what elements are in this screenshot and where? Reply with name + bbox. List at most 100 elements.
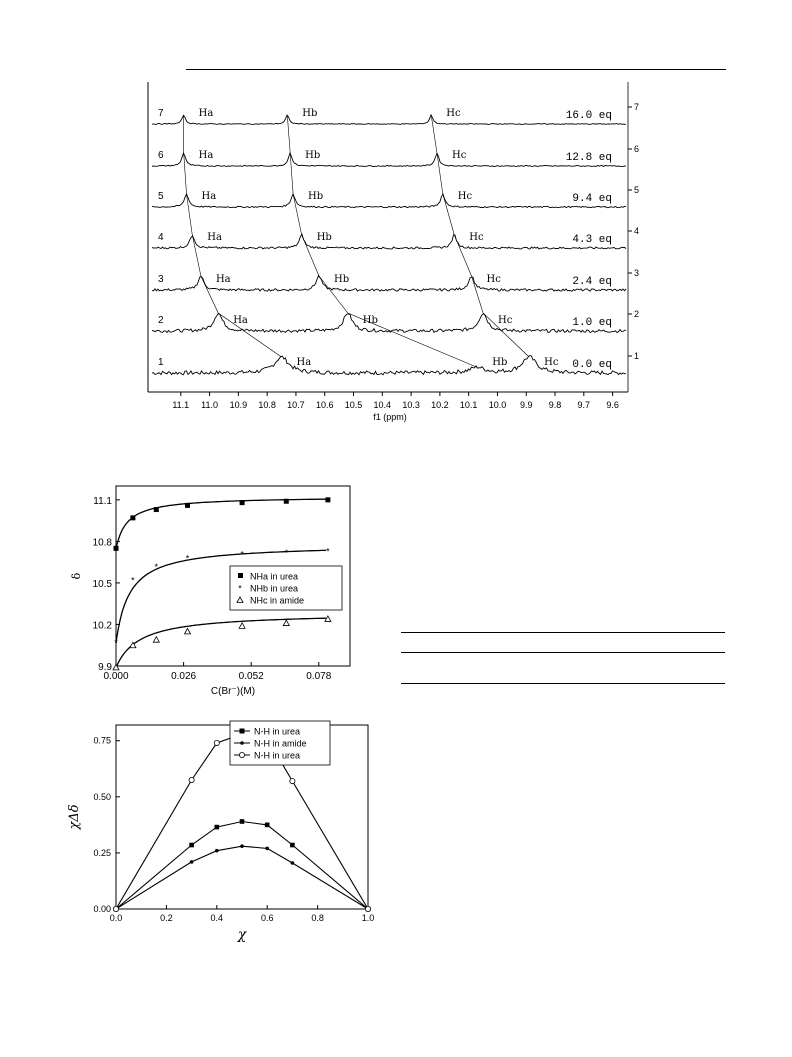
data-point-square [325,497,331,503]
spectrum-trace [151,151,627,168]
data-point-triangle [112,663,120,671]
data-point-filled-square [214,824,220,830]
spectrum-index-label: 1 [158,357,164,368]
right-tick-label: 4 [634,226,639,236]
right-tick-label: 3 [634,268,639,278]
y-tick-label: 10.8 [93,537,113,548]
spectrum-equivalents-label: 0.0 eq [572,359,612,371]
spectrum-index-label: 2 [158,315,164,326]
data-point-star: * [114,638,118,648]
data-point-filled-square [239,819,245,824]
spectrum-trace [151,113,627,125]
x-tick-label: 10.9 [230,400,248,410]
x-axis-title: C(Br⁻)(M) [211,686,255,697]
peak-label: Hc [446,108,461,119]
fit-curve [115,549,327,643]
data-point-triangle [129,641,137,649]
data-point-star: * [186,554,190,564]
spectrum-index-label: 6 [158,150,164,161]
x-tick-label: 0.078 [306,671,331,682]
right-tick-label: 7 [634,102,639,112]
x-tick-label: 0.6 [261,913,274,923]
peak-label: Hc [469,232,484,243]
peak-shift-connector [430,114,530,358]
table-rule-bottom [401,683,725,684]
data-point-square [113,545,119,551]
data-point-triangle [238,622,246,629]
data-point-star: * [131,576,135,586]
x-tick-label: 9.7 [578,400,591,410]
right-tick-label: 6 [634,144,639,154]
spectrum-index-label: 5 [158,191,164,202]
data-point-small [240,844,244,848]
x-tick-label: 1.0 [362,913,375,923]
titration-curve-chart: 0.000 0.026 0.052 0.078 9.9 10.2 10.5 10.8 11.1 C… [70,485,351,697]
data-point-triangle [152,635,160,643]
data-point-square [239,500,245,506]
nmr-stacked-spectra-chart: 11.1 11.0 10.9 10.8 10.7 10.6 10.5 10.4 10.3 10.2… [147,82,639,422]
peak-label: Ha [199,108,214,119]
x-tick-label: 0.026 [171,671,196,682]
y-tick-label: 0.75 [93,736,111,746]
peak-label: Hb [317,232,332,243]
data-point-star: * [285,548,289,558]
spectrum-equivalents-label: 1.0 eq [572,317,612,329]
peak-label: Ha [199,150,214,161]
peak-shift-connector [183,115,282,358]
legend-label: N-H in urea [254,727,300,737]
header-rule [186,69,726,70]
data-point-open-circle [289,778,296,785]
x-tick-label: 11.0 [201,400,218,410]
peak-label: Hb [334,274,349,285]
x-tick-label: 10.2 [431,400,449,410]
y-tick-label: 11.1 [93,496,112,507]
y-axis-title: δ [70,572,83,579]
data-point-filled-square [264,822,270,828]
y-axis-title: χΔδ [67,804,82,830]
x-tick-label: 11.1 [172,400,189,410]
fit-curve [115,617,327,668]
spectrum-trace [151,274,627,292]
data-point-small [215,848,219,853]
series-line [115,820,369,910]
legend-marker-star: * [238,584,242,594]
right-tick-label: 2 [634,309,639,319]
x-tick-label: 10.5 [345,400,363,410]
spectrum-equivalents-label: 2.4 eq [572,276,612,288]
legend-marker-open-circle [238,752,245,759]
x-tick-label: 10.1 [460,400,478,410]
y-tick-label: 0.50 [93,792,111,802]
y-tick-label: 10.2 [93,620,113,631]
data-point-small [290,861,295,865]
data-point-square [130,515,136,521]
peak-label: Hb [302,108,317,119]
x-tick-label: 10.8 [258,400,276,410]
data-point-small [189,860,194,864]
data-point-triangle [183,627,192,635]
data-point-square [153,507,159,513]
data-point-open-circle [188,776,195,783]
peak-label: Hb [492,357,507,368]
spectrum-index-label: 3 [158,274,164,285]
peak-label: Ha [297,357,312,368]
peak-label: Hc [452,150,467,161]
spectrum-trace [151,192,627,209]
data-point-star: * [240,549,244,559]
spectrum-equivalents-label: 12.8 eq [566,152,612,164]
peak-label: Ha [202,191,217,202]
x-tick-label: 10.0 [489,400,507,410]
peak-label: Hc [498,315,513,326]
right-tick-label: 5 [634,185,639,195]
data-point-open-circle [364,905,371,912]
job-plot-chart: 0.0 0.2 0.4 0.6 0.8 1.0 0.00 0.25 0.50 0.75 χ χΔδ N-… [67,720,375,943]
peak-label: Hb [363,315,378,326]
y-tick-label: 9.9 [98,662,112,673]
peak-label: Ha [207,232,222,243]
x-tick-label: 10.3 [402,400,420,410]
peak-label: Hc [487,274,502,285]
x-tick-label: 0.2 [160,913,173,923]
peak-label: Ha [216,274,231,285]
data-point-triangle [324,615,332,622]
legend-marker-square [238,573,243,578]
peak-label: Ha [233,315,248,326]
